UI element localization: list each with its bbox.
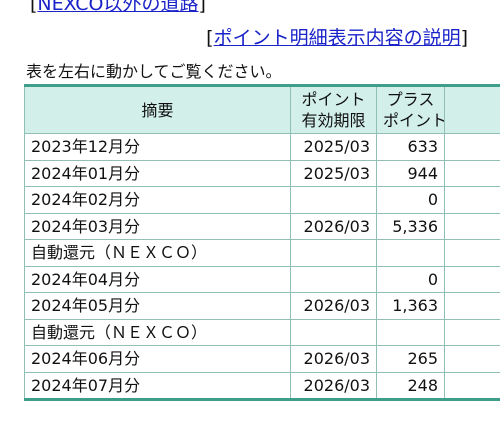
summary-cell: 2024年06月分	[24, 345, 291, 373]
table-header-row: 摘要 ポイント 有効期限 プラス ポイント	[24, 85, 500, 134]
plus-header-line2: ポイント	[383, 111, 445, 130]
table-row: 2024年03月分 2026/03 5,336	[24, 212, 500, 240]
plus-points-cell	[376, 318, 445, 346]
table-row: 2024年07月分 2026/03 248	[24, 371, 500, 401]
table-row: 2024年01月分 2025/03 944	[24, 159, 500, 187]
expiry-cell	[290, 318, 377, 346]
table-body: 2023年12月分 2025/03 633 2024年01月分 2025/03 944 20…	[24, 133, 500, 401]
summary-cell: 自動還元（ＮＥＸＣＯ）	[24, 318, 291, 346]
points-table: 摘要 ポイント 有効期限 プラス ポイント 2023年12月分 2025/03 63…	[24, 84, 500, 401]
hidden-column-cell	[444, 133, 500, 161]
table-row: 2023年12月分 2025/03 633	[24, 133, 500, 161]
close-bracket: ]	[460, 27, 468, 49]
close-bracket: ]	[198, 0, 206, 15]
summary-cell: 2024年05月分	[24, 292, 291, 320]
plus-header-line1: プラス	[386, 90, 435, 109]
hidden-column-cell	[444, 318, 500, 346]
summary-cell: 2024年01月分	[24, 159, 291, 187]
plus-points-cell: 1,363	[376, 292, 445, 320]
hidden-column-cell	[444, 212, 500, 240]
plus-points-cell: 5,336	[376, 212, 445, 240]
expiry-cell	[290, 239, 377, 267]
other-roads-link-wrap: [NEXCO以外の道路]	[30, 0, 206, 16]
hidden-column-header	[444, 85, 500, 134]
hidden-column-cell	[444, 239, 500, 267]
hidden-column-cell	[444, 159, 500, 187]
open-bracket: [	[206, 27, 214, 49]
table-row: 自動還元（ＮＥＸＣＯ）	[24, 318, 500, 346]
expiry-cell: 2026/03	[290, 212, 377, 240]
point-details-explanation-link[interactable]: ポイント明細表示内容の説明	[213, 27, 461, 49]
table-row: 2024年06月分 2026/03 265	[24, 345, 500, 373]
expiry-cell: 2026/03	[290, 292, 377, 320]
summary-column-header: 摘要	[24, 85, 291, 134]
plus-points-cell	[376, 239, 445, 267]
summary-cell: 2024年03月分	[24, 212, 291, 240]
expiry-cell: 2026/03	[290, 345, 377, 373]
expiry-cell: 2025/03	[290, 159, 377, 187]
table-row: 2024年02月分 0	[24, 186, 500, 214]
expiry-header-line1: ポイント	[301, 90, 366, 109]
points-table-scroll-area[interactable]: 摘要 ポイント 有効期限 プラス ポイント 2023年12月分 2025/03 63…	[24, 84, 500, 402]
summary-cell: 自動還元（ＮＥＸＣＯ）	[24, 239, 291, 267]
hidden-column-cell	[444, 186, 500, 214]
plus-points-cell: 265	[376, 345, 445, 373]
plus-points-cell: 0	[376, 265, 445, 293]
expiry-cell: 2026/03	[290, 371, 377, 401]
hidden-column-cell	[444, 292, 500, 320]
expiry-cell: 2025/03	[290, 133, 377, 161]
summary-cell: 2023年12月分	[24, 133, 291, 161]
summary-cell: 2024年02月分	[24, 186, 291, 214]
open-bracket: [	[30, 0, 38, 15]
summary-header-label: 摘要	[141, 100, 174, 120]
table-row: 自動還元（ＮＥＸＣＯ）	[24, 239, 500, 267]
explain-link-wrap: [ポイント明細表示内容の説明]	[206, 26, 468, 50]
summary-cell: 2024年04月分	[24, 265, 291, 293]
summary-cell: 2024年07月分	[24, 371, 291, 401]
plus-points-cell: 633	[376, 133, 445, 161]
plus-points-column-header: プラス ポイント	[376, 85, 445, 134]
hidden-column-cell	[444, 345, 500, 373]
plus-points-cell: 944	[376, 159, 445, 187]
scroll-instruction: 表を左右に動かしてご覧ください。	[26, 62, 282, 81]
table-row: 2024年04月分 0	[24, 265, 500, 293]
table-row: 2024年05月分 2026/03 1,363	[24, 292, 500, 320]
other-roads-link[interactable]: NEXCO以外の道路	[37, 0, 199, 15]
expiry-header-line2: 有効期限	[301, 111, 366, 130]
expiry-cell	[290, 265, 377, 293]
hidden-column-cell	[444, 265, 500, 293]
plus-points-cell: 0	[376, 186, 445, 214]
expiry-cell	[290, 186, 377, 214]
hidden-column-cell	[444, 371, 500, 401]
expiry-column-header: ポイント 有効期限	[290, 85, 377, 134]
plus-points-cell: 248	[376, 371, 445, 401]
